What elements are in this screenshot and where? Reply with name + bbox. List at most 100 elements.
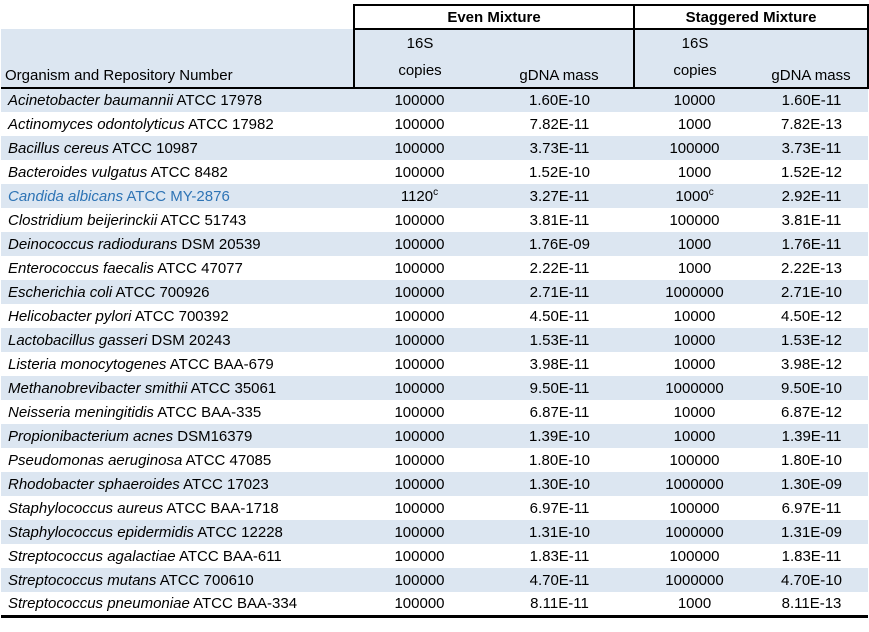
- header-copies-label: copies: [398, 62, 442, 79]
- even-gdna-mass-cell: 8.11E-11: [485, 592, 634, 618]
- organism-cell: Escherichia coli ATCC 700926: [1, 280, 354, 304]
- organism-cell: Neisseria meningitidis ATCC BAA-335: [1, 400, 354, 424]
- organism-name: Rhodobacter sphaeroides: [8, 475, 180, 493]
- even-16s-copies-cell: 100000: [354, 568, 485, 592]
- even-16s-copies-cell: 100000: [354, 88, 485, 112]
- table-row: Lactobacillus gasseri DSM 20243 100000 1.5…: [1, 328, 868, 352]
- organism-cell: Streptococcus mutans ATCC 700610: [1, 568, 354, 592]
- table-row: Bacillus cereus ATCC 10987 100000 3.73E-11…: [1, 136, 868, 160]
- organism-name: Clostridium beijerinckii: [8, 211, 158, 229]
- staggered-gdna-mass-cell: 2.22E-13: [781, 259, 842, 277]
- staggered-gdna-mass-cell: 9.50E-10: [755, 376, 868, 400]
- staggered-gdna-mass-cell: 1.52E-12: [781, 163, 842, 181]
- repository-number: ATCC 17982: [184, 115, 274, 133]
- table-row: Enterococcus faecalis ATCC 47077 100000 2.…: [1, 256, 868, 280]
- staggered-16s-copies-cell: 1000c: [634, 184, 755, 208]
- table-row: Propionibacterium acnes DSM16379 100000 1.…: [1, 424, 868, 448]
- staggered-gdna-mass-cell: 1.31E-09: [755, 520, 868, 544]
- staggered-gdna-mass-cell: 1.83E-11: [781, 547, 842, 565]
- repository-number: DSM16379: [173, 427, 253, 445]
- staggered-16s-copies-cell: 10000: [634, 424, 755, 448]
- table-row: Candida albicans ATCC MY-2876 1120c 3.27E-…: [1, 184, 868, 208]
- table-row: Acinetobacter baumannii ATCC 17978 100000…: [1, 88, 868, 112]
- organism-name: Staphylococcus aureus: [8, 499, 164, 517]
- corner-cell: [1, 5, 354, 29]
- even-16s-copies-cell: 100000: [354, 520, 485, 544]
- staggered-16s-copies-cell: 1000000: [634, 520, 755, 544]
- staggered-16s-copies-cell: 1000: [677, 115, 712, 133]
- staggered-16s-copies-cell: 10000: [673, 355, 716, 373]
- header-copies-label: copies: [673, 62, 717, 79]
- organism-cell: Enterococcus faecalis ATCC 47077: [1, 256, 354, 280]
- organism-name: Pseudomonas aeruginosa: [8, 451, 183, 469]
- staggered-16s-copies-cell: 1000000: [634, 472, 755, 496]
- organism-cell: Clostridium beijerinckii ATCC 51743: [1, 208, 354, 232]
- even-16s-copies-cell: 100000: [354, 424, 485, 448]
- staggered-gdna-mass-cell: 1.53E-12: [755, 328, 868, 352]
- organism-cell: Streptococcus agalactiae ATCC BAA-611: [1, 544, 354, 568]
- even-gdna-mass-cell: 1.60E-10: [485, 88, 634, 112]
- repository-number: ATCC 35061: [187, 379, 277, 397]
- staggered-gdna-mass-cell: 2.71E-10: [755, 280, 868, 304]
- organism-name: Neisseria meningitidis: [8, 403, 154, 421]
- table-row: Methanobrevibacter smithii ATCC 35061 100…: [1, 376, 868, 400]
- repository-number: ATCC BAA-611: [175, 547, 282, 565]
- table-row: Streptococcus agalactiae ATCC BAA-611 100…: [1, 544, 868, 568]
- staggered-gdna-mass-cell: 4.70E-10: [755, 568, 868, 592]
- even-16s-copies-cell: 100000: [354, 376, 485, 400]
- repository-number: DSM 20243: [147, 331, 231, 349]
- even-gdna-mass-cell: 1.30E-10: [485, 472, 634, 496]
- table-row: Actinomyces odontolyticus ATCC 17982 1000…: [1, 112, 868, 136]
- repository-number: DSM 20539: [177, 235, 261, 253]
- staggered-gdna-mass-cell: 7.82E-13: [781, 115, 842, 133]
- organism-cell: Actinomyces odontolyticus ATCC 17982: [1, 112, 354, 136]
- staggered-gdna-mass-cell: 2.92E-11: [755, 184, 868, 208]
- staggered-gdna-mass-cell: 8.11E-13: [755, 592, 868, 618]
- even-gdna-mass-cell: 9.50E-11: [485, 376, 634, 400]
- even-gdna-mass-cell: 3.27E-11: [485, 184, 634, 208]
- even-gdna-mass-cell: 1.76E-09: [485, 232, 634, 256]
- staggered-16s-copies-cell: 1000000: [634, 568, 755, 592]
- even-gdna-mass-cell: 2.22E-11: [529, 259, 590, 277]
- staggered-16s-copies-cell: 10000: [673, 403, 716, 421]
- even-16s-copies-cell: 100000: [394, 115, 445, 133]
- staggered-16s-copies-cell: 1000000: [634, 280, 755, 304]
- even-mixture-group-header: Even Mixture: [353, 4, 635, 30]
- organism-name: Helicobacter pylori: [8, 307, 132, 325]
- even-16s-copies-cell: 1120c: [354, 184, 485, 208]
- table-row: Pseudomonas aeruginosa ATCC 47085 100000 1…: [1, 448, 868, 472]
- table-row: Listeria monocytogenes ATCC BAA-679 10000…: [1, 352, 868, 376]
- even-gdna-mass-cell: 3.98E-11: [529, 355, 590, 373]
- organism-cell: Acinetobacter baumannii ATCC 17978: [1, 88, 354, 112]
- staggered-16s-copies-cell: 1000000: [634, 376, 755, 400]
- staggered-16s-copies-cell: 1000: [677, 163, 712, 181]
- table-row: Rhodobacter sphaeroides ATCC 17023 100000…: [1, 472, 868, 496]
- organism-name: Escherichia coli: [8, 283, 113, 301]
- staggered-16s-copies-cell: 1000: [634, 592, 755, 618]
- group-header-row: Even Mixture Staggered Mixture: [1, 4, 869, 30]
- staggered-mixture-group-header: Staggered Mixture: [634, 4, 869, 30]
- organism-name: Listeria monocytogenes: [8, 355, 167, 373]
- staggered-16s-copies-cell: 10000: [634, 88, 755, 112]
- organism-name: Actinomyces odontolyticus: [8, 115, 185, 133]
- staggered-16s-copies-cell: 100000: [669, 211, 720, 229]
- staggered-gdna-mass-cell: 3.98E-12: [781, 355, 842, 373]
- staggered-gdna-mass-cell: 3.73E-11: [755, 136, 868, 160]
- even-16s-copies-cell: 100000: [354, 592, 485, 618]
- even-16s-copies-cell: 100000: [354, 232, 485, 256]
- column-header-row: Organism and Repository Number 16S copie…: [1, 29, 869, 89]
- repository-number: ATCC 12228: [193, 523, 283, 541]
- repository-number: ATCC 700610: [156, 571, 254, 589]
- staggered-gdna-mass-column-header: gDNA mass: [755, 29, 869, 89]
- even-gdna-mass-cell: 3.73E-11: [485, 136, 634, 160]
- organism-name: Propionibacterium acnes: [8, 427, 174, 445]
- staggered-16s-copies-cell: 100000: [634, 136, 755, 160]
- repository-number: ATCC 17023: [179, 475, 269, 493]
- even-16s-copies-cell: 100000: [394, 355, 445, 373]
- organism-name: Bacillus cereus: [8, 139, 109, 157]
- repository-number: ATCC 47085: [182, 451, 272, 469]
- staggered-gdna-mass-cell: 6.97E-11: [781, 499, 842, 517]
- staggered-gdna-mass-cell: 3.81E-11: [781, 211, 842, 229]
- repository-number: ATCC MY-2876: [123, 187, 230, 205]
- staggered-16s-copies-cell: 1000: [677, 259, 712, 277]
